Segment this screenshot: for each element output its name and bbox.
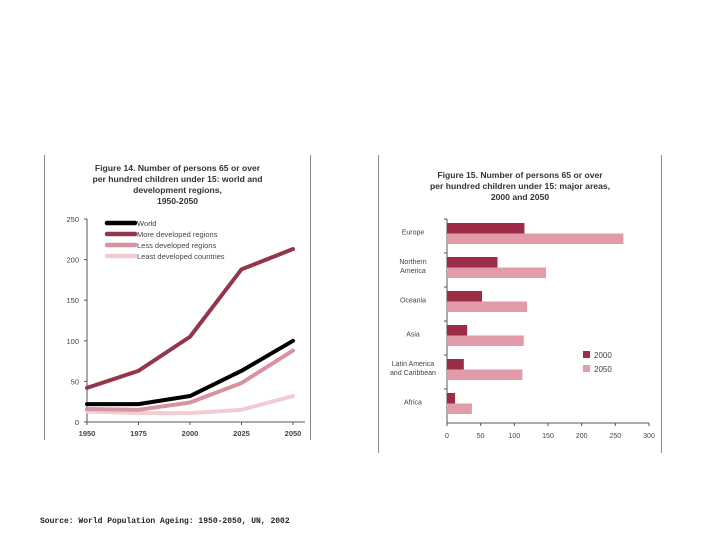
figure-14-title: Figure 14. Number of persons 65 or over … bbox=[92, 163, 263, 206]
bar-2050 bbox=[447, 403, 472, 414]
y-tick-label: 250 bbox=[66, 215, 79, 224]
bar-2000 bbox=[447, 325, 468, 336]
category-label: Northern America bbox=[399, 259, 426, 275]
series-line-less-developed-regions bbox=[85, 348, 295, 412]
x-tick-label: 150 bbox=[542, 433, 554, 440]
x-tick-label: 0 bbox=[445, 433, 449, 440]
bar-2000 bbox=[447, 359, 464, 370]
bar-2000 bbox=[447, 223, 525, 234]
category-label: Oceania bbox=[400, 298, 426, 305]
legend-swatch bbox=[583, 351, 590, 358]
figure-14-line-chart: 0 50 100 150 200 250 1950 1975 2000 2025 2050 World… bbox=[66, 215, 305, 438]
legend-label: World bbox=[137, 219, 156, 228]
bar-2050 bbox=[447, 301, 528, 312]
x-tick-label: 1950 bbox=[79, 429, 96, 438]
x-tick-label: 250 bbox=[609, 433, 621, 440]
y-tick-label: 100 bbox=[66, 337, 79, 346]
series-line-least-developed-countries bbox=[85, 394, 295, 416]
x-tick-label: 2000 bbox=[182, 429, 199, 438]
legend-label: Least developed countries bbox=[137, 252, 225, 261]
bar-2000 bbox=[447, 393, 456, 404]
figure-15-title: Figure 15. Number of persons 65 or over … bbox=[429, 170, 611, 202]
x-tick-label: 1975 bbox=[130, 429, 147, 438]
figure-14-panel: Figure 14. Number of persons 65 or over … bbox=[44, 155, 311, 440]
series-line-more-developed-regions bbox=[85, 247, 295, 390]
legend-label: 2000 bbox=[594, 351, 612, 360]
y-tick-label: 200 bbox=[66, 256, 79, 265]
bar-2050 bbox=[447, 335, 524, 346]
x-tick-label: 50 bbox=[477, 433, 485, 440]
y-tick-label: 150 bbox=[66, 296, 79, 305]
x-tick-label: 2050 bbox=[285, 429, 302, 438]
category-label: Latin America and Caribbean bbox=[390, 361, 436, 377]
x-tick-label: 2025 bbox=[233, 429, 250, 438]
legend-swatch bbox=[583, 365, 590, 372]
bar-2050 bbox=[447, 369, 523, 380]
y-tick-label: 50 bbox=[71, 377, 79, 386]
figure-15-panel: Figure 15. Number of persons 65 or over … bbox=[378, 155, 662, 453]
source-note: Source: World Population Ageing: 1950-20… bbox=[40, 517, 290, 526]
category-label: Asia bbox=[406, 332, 420, 339]
series-line-world bbox=[85, 338, 295, 407]
bar-2050 bbox=[447, 233, 624, 244]
category-label: Europe bbox=[402, 230, 425, 237]
figure-15-bar-chart: 0 50 100 150 200 250 300 Europe Northern America O… bbox=[390, 218, 655, 440]
x-tick-label: 300 bbox=[643, 433, 655, 440]
legend-label: 2050 bbox=[594, 365, 612, 374]
bar-2050 bbox=[447, 267, 546, 278]
legend-label: More developed regions bbox=[137, 230, 218, 239]
x-tick-label: 100 bbox=[508, 433, 520, 440]
bar-2000 bbox=[447, 257, 498, 268]
y-tick-label: 0 bbox=[75, 418, 79, 427]
bar-2000 bbox=[447, 291, 483, 302]
legend-label: Less developed regions bbox=[137, 241, 216, 250]
category-label: Africa bbox=[404, 400, 422, 407]
x-tick-label: 200 bbox=[576, 433, 588, 440]
